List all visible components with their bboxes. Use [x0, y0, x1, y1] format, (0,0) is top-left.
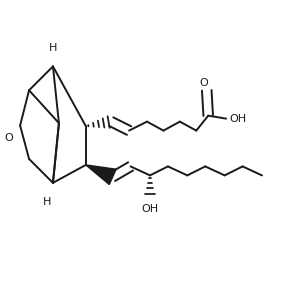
Text: H: H — [43, 197, 51, 207]
Text: H: H — [49, 44, 57, 53]
Text: OH: OH — [141, 204, 159, 214]
Text: O: O — [200, 78, 208, 88]
Text: OH: OH — [229, 114, 246, 124]
Polygon shape — [86, 165, 116, 184]
Text: O: O — [5, 133, 14, 143]
